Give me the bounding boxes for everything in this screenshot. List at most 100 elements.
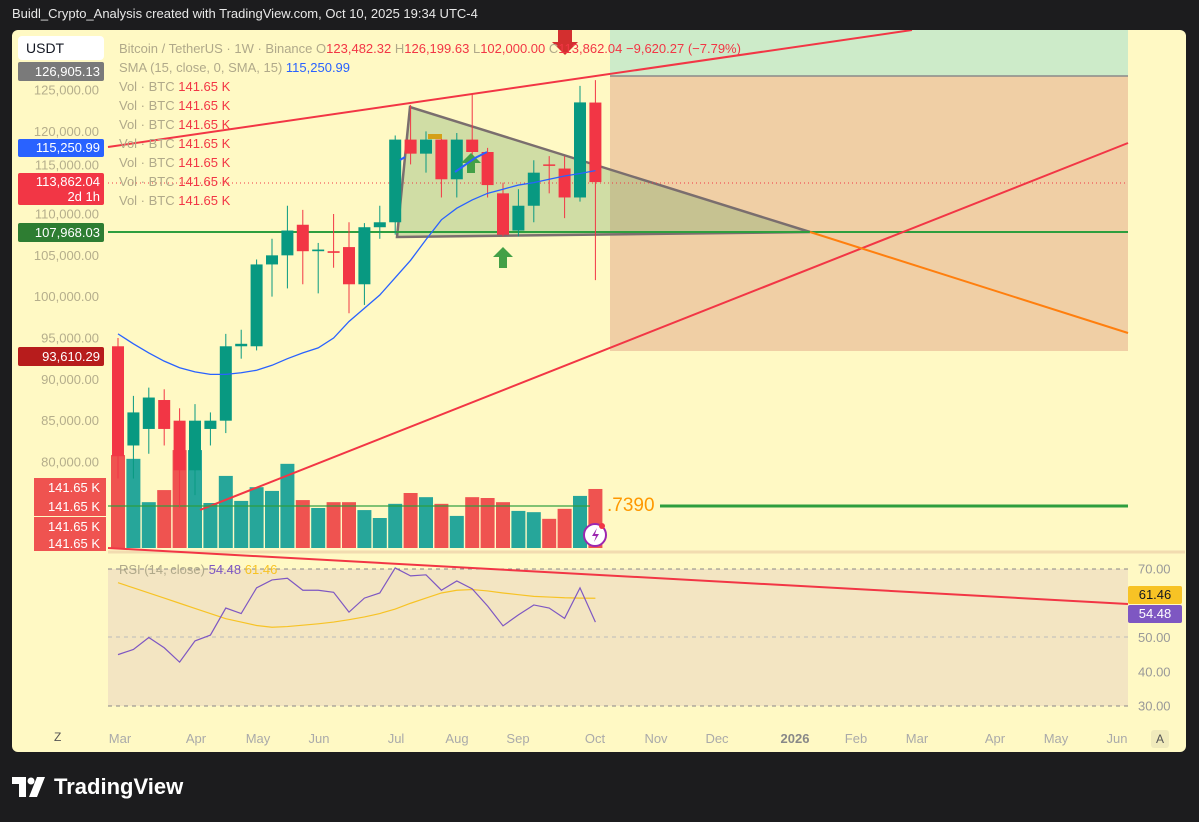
- volume-bar: [496, 502, 510, 548]
- candle-body: [574, 102, 586, 198]
- volume-label: Vol · BTC: [119, 155, 175, 170]
- candle-body: [373, 222, 386, 228]
- price-tick-label: 105,000.00: [34, 248, 99, 263]
- candle-body: [158, 400, 171, 429]
- volume-bar: [126, 458, 141, 548]
- time-tick-label: Oct: [585, 731, 606, 746]
- candle-body: [173, 420, 186, 471]
- time-tick-label: Apr: [186, 731, 207, 746]
- volume-bar: [111, 455, 125, 548]
- time-tick-label: May: [1044, 731, 1069, 746]
- legend-sma[interactable]: SMA (15, close, 0, SMA, 15) 115,250.99: [119, 60, 351, 75]
- candle-body: [127, 412, 140, 446]
- price-chart[interactable]: Mar Apr May Jun Jul Aug Sep Oct Nov Dec 2026 Feb Mar…: [12, 30, 1186, 752]
- rsi-badge: 54.48: [1128, 605, 1182, 623]
- volume-bar: [511, 510, 526, 548]
- last-price-badge: 113,862.04 2d 1h: [18, 173, 104, 205]
- chart-title: Buidl_Crypto_Analysis created with Tradi…: [12, 6, 478, 21]
- candle-body: [312, 249, 325, 252]
- candle-body: [527, 172, 540, 206]
- price-tick-label: 120,000.00: [34, 124, 99, 139]
- time-tick-label: Apr: [985, 731, 1006, 746]
- legend-volume[interactable]: Vol · BTC 141.65 K: [119, 79, 230, 94]
- sma-price-badge: 115,250.99: [18, 139, 104, 157]
- orange-trendline[interactable]: [809, 231, 1129, 334]
- volume-value: 141.65 K: [178, 174, 231, 189]
- time-tick-label: Dec: [705, 731, 729, 746]
- time-tick-label: Mar: [109, 731, 132, 746]
- legend-volume[interactable]: Vol · BTC 141.65 K: [119, 193, 230, 208]
- volume-value: 141.65 K: [178, 98, 231, 113]
- arrow-up-icon[interactable]: [493, 247, 513, 268]
- rsi-tick-label: 30.00: [1138, 699, 1171, 714]
- upper-trendline[interactable]: [107, 30, 913, 148]
- volume-label: Vol · BTC: [119, 193, 175, 208]
- candle-body: [512, 205, 525, 231]
- rising-trendline[interactable]: [199, 142, 1129, 511]
- volume-badge: 141.65 K: [34, 536, 106, 551]
- candle-body: [404, 139, 417, 154]
- time-tick-label: Feb: [845, 731, 867, 746]
- legend-volume[interactable]: Vol · BTC 141.65 K: [119, 136, 230, 151]
- candle-body: [435, 139, 448, 180]
- legend-volume[interactable]: Vol · BTC 141.65 K: [119, 117, 230, 132]
- high-price-badge: 126,905.13: [18, 62, 104, 81]
- tradingview-logo: TradingView: [12, 774, 183, 800]
- volume-bar: [357, 510, 372, 548]
- time-tick-label: Aug: [445, 731, 468, 746]
- time-tick-label: Mar: [906, 731, 929, 746]
- volume-bar: [526, 512, 541, 548]
- arrow-down-icon[interactable]: [552, 30, 578, 55]
- time-tick-label: Sep: [506, 731, 529, 746]
- rsi-ma-line: [117, 582, 596, 628]
- notification-dot: [599, 523, 605, 529]
- legend-main: Bitcoin / TetherUS · 1W · Binance O123,4…: [119, 41, 741, 56]
- volume-bar: [234, 500, 249, 548]
- candle-body: [250, 264, 263, 347]
- time-tick-label: Jun: [1107, 731, 1128, 746]
- rsi-line: [117, 567, 596, 664]
- legend-rsi[interactable]: RSI (14, close) 54.48 61.46: [119, 562, 278, 577]
- support-price-badge: 107,968.03: [18, 223, 104, 242]
- price-tick-label: 125,000.00: [34, 83, 99, 98]
- legend-volume[interactable]: Vol · BTC 141.65 K: [119, 98, 230, 113]
- volume-bar: [326, 502, 341, 548]
- candle-body: [543, 164, 556, 166]
- volume-bar: [542, 518, 557, 548]
- rsi-tick-label: 70.00: [1138, 562, 1171, 577]
- time-tick-label: May: [246, 731, 271, 746]
- legend-volume[interactable]: Vol · BTC 141.65 K: [119, 155, 230, 170]
- tradingview-logo-icon: [12, 777, 45, 797]
- chart-panel[interactable]: Mar Apr May Jun Jul Aug Sep Oct Nov Dec 2026 Feb Mar…: [12, 30, 1186, 752]
- legend-volume[interactable]: Vol · BTC 141.65 K: [119, 174, 230, 189]
- candle-body: [327, 251, 340, 253]
- candle-body: [389, 139, 402, 223]
- price-tick-label: 95,000.00: [41, 331, 99, 346]
- fib-level-label: .7390: [607, 495, 655, 516]
- sma-line: [117, 169, 596, 376]
- price-tick-label: 80,000.00: [41, 455, 99, 470]
- auto-scale-button[interactable]: A: [1151, 730, 1169, 748]
- currency-button[interactable]: USDT: [18, 36, 104, 60]
- volume-bar: [480, 498, 495, 548]
- candle-body: [112, 346, 124, 457]
- candle-body: [589, 102, 602, 183]
- descending-trendline[interactable]: [107, 547, 1129, 605]
- rsi-tick-label: 40.00: [1138, 664, 1171, 679]
- zoom-toggle[interactable]: Z: [54, 730, 62, 744]
- candle-body: [450, 139, 463, 180]
- candle-body: [481, 152, 494, 186]
- candle-body: [420, 139, 432, 154]
- volume-bar: [419, 497, 433, 548]
- volume-bar: [342, 502, 356, 548]
- volume-value: 141.65 K: [178, 155, 231, 170]
- volume-bar: [249, 487, 264, 548]
- volume-value: 141.65 K: [178, 117, 231, 132]
- candle-body: [235, 343, 248, 347]
- symbol[interactable]: Bitcoin / TetherUS · 1W · Binance: [119, 41, 313, 56]
- price-tick-label: 85,000.00: [41, 413, 99, 428]
- price-tick-label: 90,000.00: [41, 372, 99, 387]
- candle-body: [281, 230, 294, 256]
- candle-body: [204, 420, 217, 429]
- candle-body: [358, 227, 371, 285]
